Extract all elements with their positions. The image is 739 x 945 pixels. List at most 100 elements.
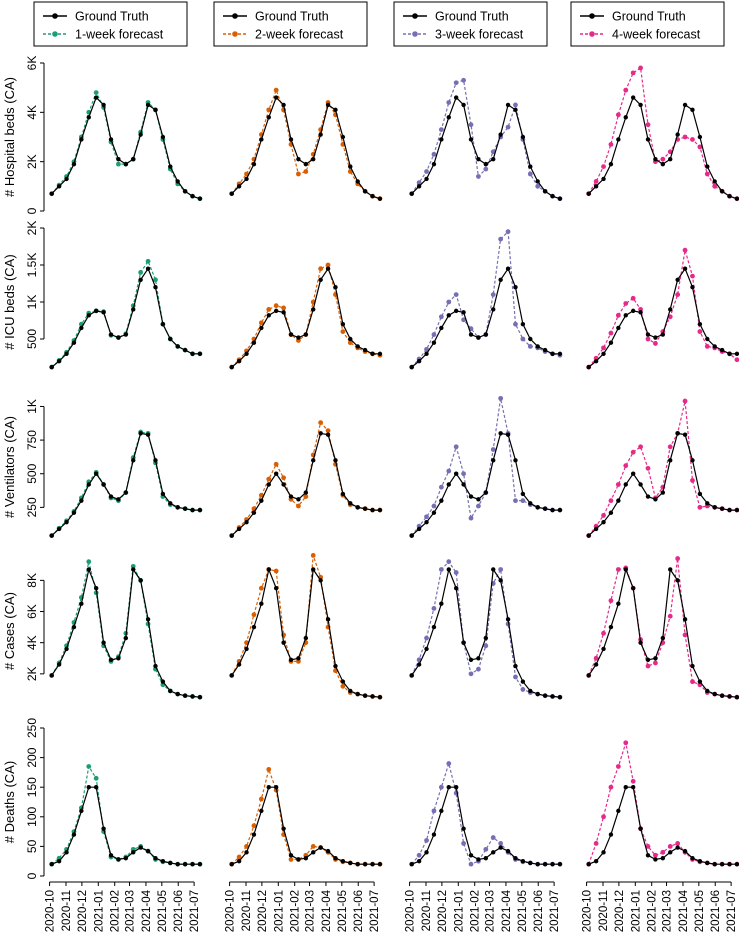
truth-point <box>630 585 636 591</box>
truth-point <box>461 310 466 315</box>
truth-point <box>236 859 242 864</box>
x-tick-label: 2021-01 <box>453 890 465 932</box>
truth-point <box>608 161 614 167</box>
truth-point <box>645 137 651 142</box>
truth-point <box>446 785 451 790</box>
forecast-point <box>340 329 346 334</box>
y-tick-label: 250 <box>25 718 39 738</box>
x-tick-label: 2020-12 <box>77 890 89 932</box>
truth-point <box>348 336 353 342</box>
forecast-point <box>630 295 636 301</box>
legend-forecast-marker <box>412 31 418 37</box>
truth-point <box>476 157 481 162</box>
truth-point <box>79 601 84 606</box>
truth-point <box>71 624 77 630</box>
truth-point <box>325 102 331 108</box>
panel-r2-c4 <box>586 247 739 370</box>
truth-point <box>705 501 710 506</box>
truth-point <box>424 351 429 356</box>
truth-point <box>660 490 666 495</box>
truth-point <box>424 850 429 855</box>
truth-point <box>325 266 331 271</box>
forecast-point <box>608 330 614 336</box>
truth-point <box>197 196 203 201</box>
y-axis-label: # Deaths (CA) <box>2 761 17 843</box>
truth-point <box>491 157 496 162</box>
truth-point <box>296 857 301 862</box>
truth-point <box>638 482 643 487</box>
forecast-point <box>296 171 301 177</box>
y-tick-label: 6K <box>25 604 39 619</box>
forecast-point <box>601 345 606 351</box>
truth-point <box>348 688 353 694</box>
truth-point <box>288 332 294 337</box>
truth-point <box>416 359 422 364</box>
truth-point <box>439 137 444 142</box>
truth-point <box>483 161 489 167</box>
truth-point <box>236 662 242 667</box>
truth-point <box>535 861 540 867</box>
truth-point <box>160 679 166 684</box>
x-tick-label: 2020-12 <box>614 890 626 932</box>
x-tick-label: 2021-06 <box>353 890 365 932</box>
truth-point <box>190 351 195 356</box>
truth-series-line <box>51 786 200 865</box>
truth-point <box>712 344 717 349</box>
truth-point <box>71 510 77 515</box>
truth-point <box>182 693 188 698</box>
forecast-point <box>273 461 279 467</box>
truth-point <box>116 497 121 502</box>
truth-point <box>355 179 360 184</box>
truth-point <box>409 533 414 538</box>
truth-point <box>542 693 548 698</box>
truth-point <box>653 857 658 862</box>
truth-point <box>645 494 651 499</box>
truth-point <box>586 364 591 370</box>
panel-r4-c2 <box>229 553 383 700</box>
truth-point <box>175 344 180 349</box>
forecast-point <box>431 503 437 509</box>
truth-point <box>690 285 695 290</box>
forecast-point <box>453 570 459 575</box>
truth-point <box>520 679 526 684</box>
truth-point <box>311 850 316 855</box>
legend-box <box>213 1 368 47</box>
legend-truth-label: Ground Truth <box>255 10 329 24</box>
truth-point <box>498 578 503 583</box>
truth-point <box>311 157 316 162</box>
truth-point <box>431 510 437 515</box>
truth-point <box>453 95 459 100</box>
truth-point <box>197 507 203 513</box>
forecast-series-line <box>51 764 200 865</box>
truth-point <box>586 861 591 867</box>
truth-point <box>131 567 136 572</box>
truth-point <box>168 860 173 866</box>
truth-point <box>520 859 526 864</box>
x-tick-label: 2020-11 <box>598 890 610 931</box>
truth-point <box>355 861 360 867</box>
forecast-point <box>86 764 92 769</box>
forecast-point <box>623 740 629 746</box>
legend-4: Ground Truth 4-week forecast <box>570 1 725 47</box>
forecast-point <box>266 767 272 772</box>
truth-point <box>145 848 151 854</box>
truth-point <box>93 785 99 790</box>
truth-point <box>550 694 555 699</box>
forecast-series-line <box>411 230 561 368</box>
forecast-series-line <box>51 431 200 537</box>
truth-point <box>550 351 555 356</box>
truth-point <box>431 161 437 167</box>
truth-point <box>668 307 673 312</box>
truth-point <box>259 137 264 142</box>
truth-point <box>362 861 368 867</box>
truth-point <box>690 856 695 861</box>
y-tick-label: 50 <box>25 839 39 853</box>
forecast-point <box>667 314 673 320</box>
truth-point <box>138 431 143 436</box>
x-tick-label: 2021-05 <box>694 890 706 932</box>
forecast-point <box>424 514 429 520</box>
forecast-point <box>675 556 681 561</box>
forecast-point <box>273 303 279 309</box>
forecast-point <box>505 124 511 130</box>
truth-point <box>325 848 331 854</box>
